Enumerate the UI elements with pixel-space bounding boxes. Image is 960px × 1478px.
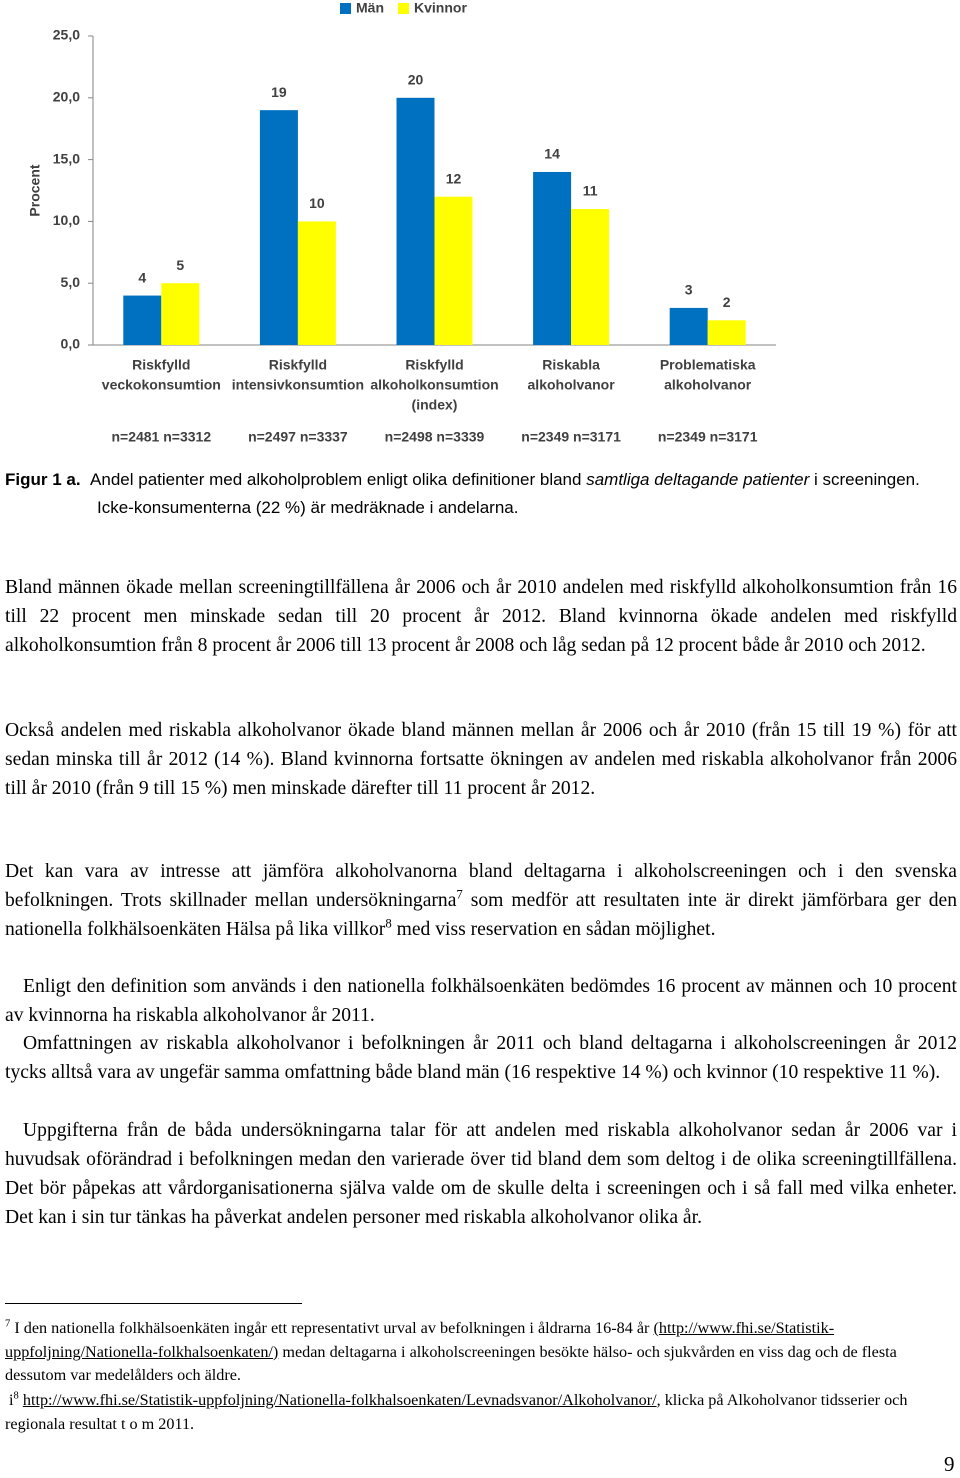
legend-label: Kvinnor <box>414 0 467 16</box>
caption-italic: samtliga deltagande patienter <box>586 470 810 489</box>
x-tick-label: alkoholvanor <box>528 377 616 393</box>
text: Uppgifterna från de båda undersökningarn… <box>5 1120 957 1228</box>
caption-text: i screeningen. Icke-konsumenterna (22 %)… <box>97 470 920 517</box>
bar <box>297 221 336 345</box>
x-tick-label: Riskfylld <box>132 357 190 373</box>
link[interactable]: http://www.fhi.se/Statistik-uppfoljning/… <box>22 1391 657 1409</box>
y-tick-label: 0,0 <box>61 336 81 352</box>
value-label: 2 <box>723 294 731 310</box>
y-tick-label: 20,0 <box>53 89 80 105</box>
chart: 0,0 5,0 10,0 15,0 20,0 25,0 Procent Män Kvinnor R… <box>27 0 776 445</box>
value-label: 5 <box>176 257 184 273</box>
x-tick-label: veckokonsumtion <box>102 377 221 393</box>
sample-size: n=2481 n=3312 <box>111 429 211 445</box>
footnote-number: 8 <box>13 1390 19 1402</box>
sample-size: n=2497 n=3337 <box>248 429 348 445</box>
page-number: 9 <box>944 1452 955 1476</box>
paragraph: Det kan vara av intresse att jämföra alk… <box>5 857 957 944</box>
text: Bland männen ökade mellan screeningtillf… <box>5 577 957 656</box>
paragraph: Bland männen ökade mellan screeningtillf… <box>5 573 957 660</box>
caption-label: Figur 1 a. <box>5 470 81 489</box>
bar <box>571 209 610 345</box>
x-tick-label: Problematiska <box>660 357 756 373</box>
bar <box>434 196 473 345</box>
value-label: 3 <box>685 282 693 298</box>
y-tick-label: 5,0 <box>61 274 81 290</box>
footnote-ref: 8 <box>385 916 392 931</box>
bar <box>707 320 746 345</box>
text: med viss reservation en sådan möjlighet. <box>391 919 716 940</box>
value-label: 10 <box>309 195 325 211</box>
x-tick-label: intensivkonsumtion <box>232 377 364 393</box>
bar <box>259 110 298 345</box>
bar <box>123 295 162 345</box>
link[interactable]: (http://www.fhi.se/Statistik-uppfoljning… <box>5 1319 835 1361</box>
y-tick-label: 25,0 <box>53 27 80 43</box>
x-tick-label: Riskfylld <box>405 357 463 373</box>
sample-size: n=2349 n=3171 <box>658 429 758 445</box>
value-label: 11 <box>583 183 598 199</box>
value-label: 14 <box>544 146 560 162</box>
value-label: 4 <box>138 269 146 285</box>
text: som medför att resultaten inte är direkt… <box>5 890 957 940</box>
text: Enligt den definition som används i den … <box>5 976 957 1026</box>
x-tick-label: (index) <box>412 397 458 413</box>
bar <box>396 97 435 345</box>
legend-swatch <box>398 3 409 14</box>
text: I den nationella folkhälsoenkäten ingår … <box>10 1319 654 1337</box>
footnote-rule <box>5 1303 302 1304</box>
footnote: i8 http://www.fhi.se/Statistik-uppfoljni… <box>5 1389 955 1436</box>
text: i <box>9 1391 14 1409</box>
paragraph: Enligt den definition som används i den … <box>5 972 957 1030</box>
x-tick-label: alkoholvanor <box>664 377 752 393</box>
x-tick-label: Riskabla <box>542 357 600 373</box>
footnote-number: 7 <box>5 1318 11 1330</box>
sample-size: n=2349 n=3171 <box>521 429 621 445</box>
bar <box>669 307 708 345</box>
x-tick-label: Riskfylld <box>269 357 327 373</box>
y-tick-label: 15,0 <box>53 150 80 166</box>
paragraph: Omfattningen av riskabla alkoholvanor i … <box>5 1029 957 1087</box>
text: Också andelen med riskabla alkoholvanor … <box>5 720 957 799</box>
legend-label: Män <box>356 0 384 16</box>
paragraph: Också andelen med riskabla alkoholvanor … <box>5 716 957 803</box>
value-label: 19 <box>271 84 287 100</box>
bar <box>161 283 200 345</box>
sample-size: n=2498 n=3339 <box>385 429 485 445</box>
paragraph: Uppgifterna från de båda undersökningarn… <box>5 1116 957 1232</box>
bar <box>533 171 572 345</box>
y-tick-label: 10,0 <box>53 212 80 228</box>
y-axis-label: Procent <box>27 164 43 216</box>
value-label: 12 <box>446 170 462 186</box>
footnote-ref: 7 <box>456 887 463 902</box>
legend-swatch <box>340 3 351 14</box>
text: Omfattningen av riskabla alkoholvanor i … <box>5 1033 957 1083</box>
footnote: 7 I den nationella folkhälsoenkäten ingå… <box>5 1317 955 1388</box>
figure-caption: Figur 1 a. Andel patienter med alkoholpr… <box>5 466 927 521</box>
value-label: 20 <box>408 72 424 88</box>
text: , klicka på Alkoholvanor tidsserier och … <box>5 1391 908 1433</box>
text: medan deltagarna i alkoholscreeningen be… <box>5 1342 897 1385</box>
text: Det kan vara av intresse att jämföra alk… <box>5 861 957 911</box>
x-tick-label: alkoholkonsumtion <box>370 377 498 393</box>
caption-text: Andel patienter med alkoholproblem enlig… <box>90 470 582 489</box>
